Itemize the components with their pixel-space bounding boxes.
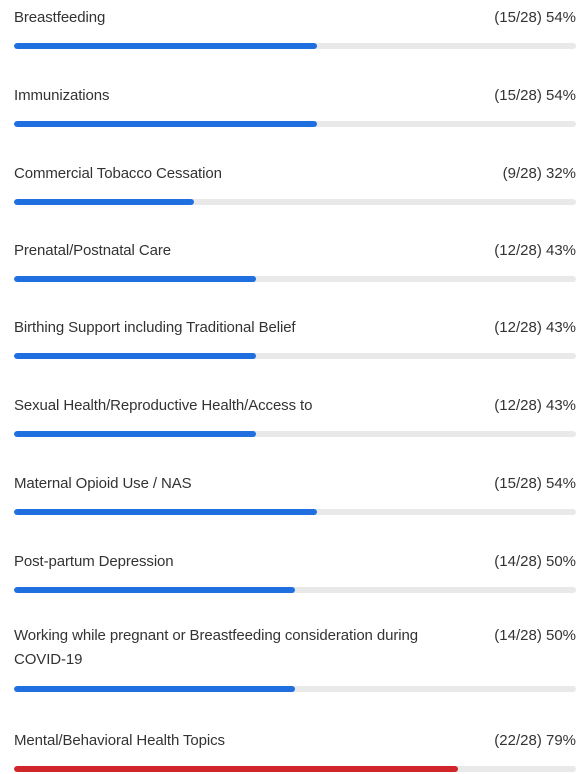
- poll-row: Sexual Health/Reproductive Health/Access…: [14, 394, 576, 439]
- option-label: Birthing Support including Traditional B…: [14, 319, 296, 336]
- bar-track: [14, 276, 576, 282]
- option-stat: (14/28) 50%: [494, 627, 576, 644]
- poll-row: Maternal Opioid Use / NAS (15/28) 54%: [14, 472, 576, 517]
- poll-row: Birthing Support including Traditional B…: [14, 316, 576, 361]
- bar-fill: [14, 686, 295, 692]
- bar-fill: [14, 509, 317, 515]
- option-label: Prenatal/Postnatal Care: [14, 242, 171, 259]
- poll-row: Post-partum Depression (14/28) 50%: [14, 550, 576, 595]
- poll-row: Working while pregnant or Breastfeeding …: [14, 624, 576, 694]
- option-label: Immunizations: [14, 87, 110, 104]
- option-label: Maternal Opioid Use / NAS: [14, 475, 192, 492]
- poll-row: Commercial Tobacco Cessation (9/28) 32%: [14, 162, 576, 207]
- bar-track: [14, 686, 576, 692]
- option-label: Mental/Behavioral Health Topics: [14, 732, 225, 749]
- bar-fill: [14, 121, 317, 127]
- option-stat: (12/28) 43%: [494, 319, 576, 336]
- bar-track: [14, 199, 576, 205]
- bar-track: [14, 353, 576, 359]
- option-stat: (9/28) 32%: [502, 165, 576, 182]
- option-stat: (15/28) 54%: [494, 475, 576, 492]
- bar-track: [14, 509, 576, 515]
- poll-row: Mental/Behavioral Health Topics (22/28) 7…: [14, 729, 576, 774]
- option-label: Breastfeeding: [14, 9, 106, 26]
- option-label: Sexual Health/Reproductive Health/Access…: [14, 397, 313, 414]
- bar-fill: [14, 199, 194, 205]
- bar-track: [14, 766, 576, 772]
- bar-track: [14, 121, 576, 127]
- bar-fill: [14, 43, 317, 49]
- bar-fill: [14, 353, 256, 359]
- poll-row: Immunizations (15/28) 54%: [14, 84, 576, 129]
- option-stat: (12/28) 43%: [494, 397, 576, 414]
- poll-row: Breastfeeding (15/28) 54%: [14, 6, 576, 51]
- bar-fill: [14, 587, 295, 593]
- option-stat: (15/28) 54%: [494, 9, 576, 26]
- bar-fill: [14, 431, 256, 437]
- option-stat: (12/28) 43%: [494, 242, 576, 259]
- option-stat: (14/28) 50%: [494, 553, 576, 570]
- bar-track: [14, 587, 576, 593]
- option-stat: (15/28) 54%: [494, 87, 576, 104]
- option-label: Commercial Tobacco Cessation: [14, 165, 222, 182]
- bar-fill: [14, 276, 256, 282]
- bar-track: [14, 43, 576, 49]
- poll-row: Prenatal/Postnatal Care (12/28) 43%: [14, 239, 576, 284]
- option-label: Post-partum Depression: [14, 553, 174, 570]
- option-stat: (22/28) 79%: [494, 732, 576, 749]
- option-label: Working while pregnant or Breastfeeding …: [14, 627, 418, 668]
- bar-track: [14, 431, 576, 437]
- bar-fill: [14, 766, 458, 772]
